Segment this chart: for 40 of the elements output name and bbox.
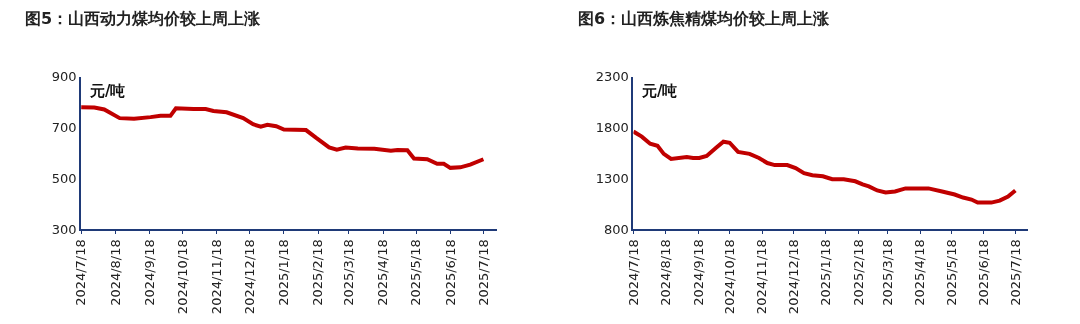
x-tick-label: 2025/4/18 [375,239,391,306]
y-tick-label: 1300 [595,170,629,186]
y-tick-label: 700 [51,120,77,136]
y-axis-title: 元/吨 [89,82,126,100]
x-tick-label: 2024/8/18 [107,239,123,306]
x-tick-label: 2024/7/18 [625,239,641,306]
x-tick-label: 2024/9/18 [141,239,157,306]
chart-title: 图5：山西动力煤均价较上周上涨 [25,9,262,28]
x-tick-label: 2024/9/18 [690,239,706,306]
x-tick-label: 2025/1/18 [276,239,292,306]
line-series [633,129,1018,205]
line-series [81,105,486,170]
x-tick-label: 2025/4/18 [912,239,928,306]
x-tick-label: 2025/5/18 [408,239,424,306]
x-tick-label: 2025/1/18 [818,239,834,306]
x-tick-label: 2025/2/18 [850,239,866,306]
x-tick-label: 2024/10/18 [721,239,737,315]
x-tick-label: 2024/12/18 [785,239,801,315]
x-tick-label: 2025/3/18 [879,239,895,306]
x-tick-label: 2024/12/18 [241,239,257,315]
x-tick-label: 2024/11/18 [208,239,224,315]
y-tick-label: 800 [603,221,629,237]
x-tick-label: 2024/7/18 [73,239,89,306]
x-tick-label: 2025/3/18 [341,239,357,306]
x-tick-label: 2024/8/18 [658,239,674,306]
x-tick-label: 2025/7/18 [475,239,491,306]
x-tick-label: 2025/7/18 [1007,239,1023,306]
y-tick-label: 500 [51,170,77,186]
x-tick-label: 2024/11/18 [754,239,770,315]
chart-title: 图6：山西炼焦精煤均价较上周上涨 [578,9,831,28]
x-tick-label: 2024/10/18 [174,239,190,315]
x-tick-label: 2025/5/18 [943,239,959,306]
y-tick-label: 900 [51,69,77,85]
y-axis-title: 元/吨 [641,82,678,100]
y-tick-label: 2300 [595,69,629,85]
x-tick-label: 2025/2/18 [310,239,326,306]
x-tick-label: 2025/6/18 [976,239,992,306]
y-tick-label: 300 [51,221,77,237]
x-tick-label: 2025/6/18 [442,239,458,306]
y-tick-label: 1800 [595,120,629,136]
